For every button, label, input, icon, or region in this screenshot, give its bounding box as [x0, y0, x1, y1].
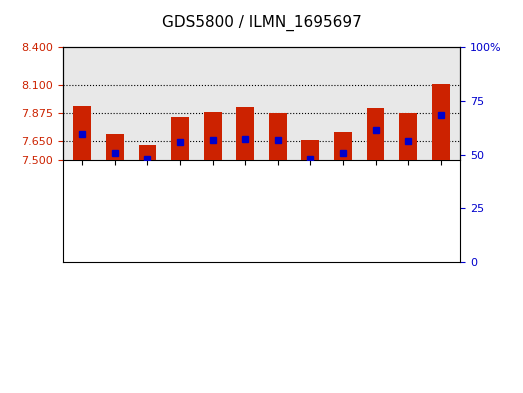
Bar — [301, 225, 320, 262]
Bar — [269, 173, 287, 262]
Bar — [334, 209, 352, 262]
Bar — [139, 233, 156, 262]
Bar — [203, 171, 222, 262]
Bar — [399, 173, 417, 262]
Bar — [431, 118, 450, 262]
Bar — [236, 162, 254, 262]
Bar — [73, 160, 92, 262]
Bar — [171, 181, 189, 262]
Bar — [106, 212, 124, 262]
Bar — [367, 164, 384, 262]
Text: GDS5800 / ILMN_1695697: GDS5800 / ILMN_1695697 — [162, 15, 361, 31]
